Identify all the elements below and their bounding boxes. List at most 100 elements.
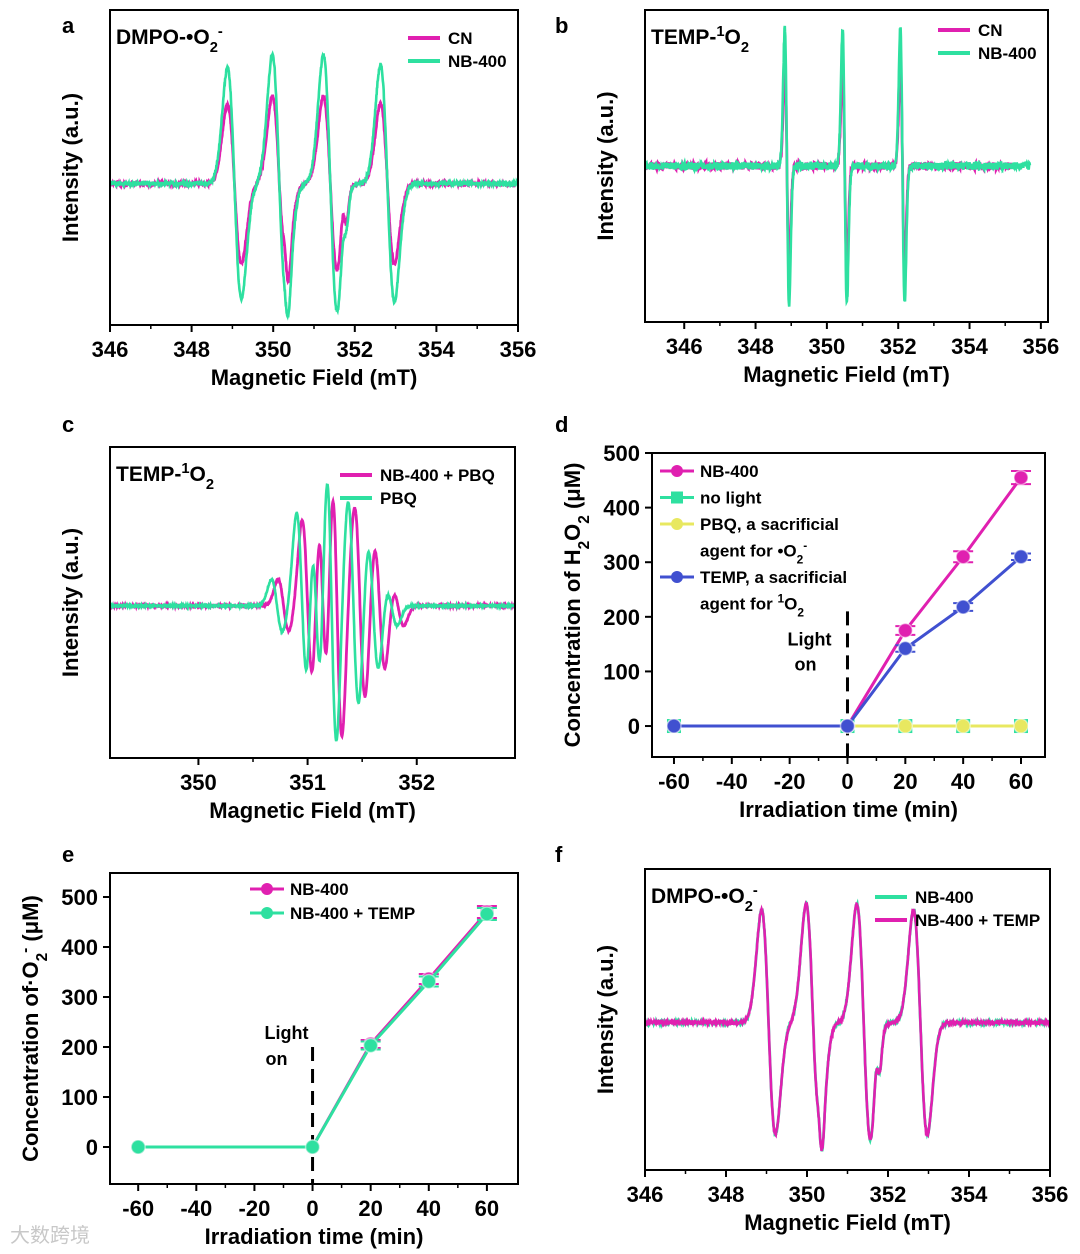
legend-label: NB-400 <box>290 880 349 899</box>
text-segment: 2 <box>576 541 593 550</box>
data-point <box>955 599 971 615</box>
x-tick-label: -40 <box>716 769 748 794</box>
y-tick-label: 100 <box>61 1085 98 1110</box>
panel-letter: c <box>62 412 74 437</box>
spectrum-trace <box>645 898 1050 1152</box>
panel-c: c Magnetic Field (mT) Intensity (a.u.) 350 3… <box>58 412 516 823</box>
x-tick-label: 348 <box>173 337 210 362</box>
x-tick-label: 351 <box>289 770 326 795</box>
x-tick-label: 60 <box>475 1196 499 1221</box>
spectrum-title: TEMP-1O2 <box>651 24 749 56</box>
y-axis-label: Concentration of H2O2 (μM) <box>560 463 593 748</box>
plot-area <box>666 469 1031 757</box>
x-tick-label: 20 <box>893 769 917 794</box>
panel-b: b Magnetic Field (mT) Intensity (a.u.) 346 3… <box>555 9 1059 387</box>
x-tick-label: 352 <box>870 1182 907 1207</box>
legend-label: TEMP, a sacrificial <box>700 568 847 587</box>
legend-label: NB-400 <box>448 52 507 71</box>
panel-e: e Irradiation time (min) Concentration of·… <box>17 842 519 1249</box>
x-tick-label: 348 <box>708 1182 745 1207</box>
x-axis-label: Irradiation time (min) <box>739 797 958 822</box>
y-axis-label: Intensity (a.u.) <box>58 528 83 677</box>
text-segment: DMPO-•O <box>651 885 745 908</box>
legend-label: PBQ, a sacrificial <box>700 515 839 534</box>
plot-area <box>110 483 515 742</box>
plot-frame <box>651 452 1046 758</box>
text-segment: 2 <box>576 515 593 524</box>
legend-label: PBQ <box>380 489 417 508</box>
annotation-on: on <box>794 654 816 674</box>
plot-area <box>645 25 1032 307</box>
plot-frame <box>109 872 519 1185</box>
panel-letter: a <box>62 13 75 38</box>
legend-label: CN <box>978 21 1003 40</box>
spectrum-trace <box>110 483 515 742</box>
text-segment: NB-400 + TEMP <box>290 904 415 923</box>
text-segment: 1 <box>181 461 189 477</box>
x-tick-label: 352 <box>398 770 435 795</box>
panel-letter: e <box>62 842 74 867</box>
spectrum-title: DMPO-•O2- <box>651 883 758 915</box>
legend-label-line2: agent for •O2- <box>700 539 807 567</box>
panel-a: a Magnetic Field (mT) Intensity (a.u.) 346 3… <box>58 9 536 390</box>
text-segment: Concentration of H <box>560 549 585 747</box>
legend-marker <box>261 907 273 919</box>
spectrum-title: DMPO-•O2- <box>116 24 223 56</box>
text-segment: O <box>190 463 206 486</box>
legend-label: CN <box>448 29 473 48</box>
spectrum-title: TEMP-1O2 <box>116 461 214 493</box>
text-segment: - <box>218 24 223 40</box>
legend-label: NB-400 <box>978 44 1037 63</box>
data-point <box>955 718 971 734</box>
legend-label: NB-400 + PBQ <box>380 466 495 485</box>
text-segment: O <box>784 595 797 614</box>
x-tick-label: 356 <box>1032 1182 1069 1207</box>
legend-marker <box>671 491 683 504</box>
plot-frame <box>109 9 519 326</box>
legend-label: NB-400 <box>700 462 759 481</box>
spectrum-trace <box>645 25 1032 307</box>
series-line <box>138 911 489 1149</box>
text-segment: DMPO-•O <box>116 26 210 49</box>
spectrum-trace <box>110 94 518 286</box>
text-segment: no light <box>700 489 762 508</box>
text-segment: O <box>560 524 585 541</box>
x-tick-label: 346 <box>666 334 703 359</box>
legend-label: NB-400 + TEMP <box>290 904 415 923</box>
x-tick-label: 0 <box>306 1196 318 1221</box>
x-tick-label: 352 <box>880 334 917 359</box>
data-point <box>421 973 437 990</box>
text-segment: (μM) <box>560 463 585 516</box>
spectrum-trace <box>645 899 1050 1152</box>
text-segment: agent for •O <box>700 542 797 561</box>
plot-frame <box>644 9 1049 323</box>
data-point <box>479 906 495 922</box>
series-line <box>138 913 489 1149</box>
x-tick-label: 60 <box>1009 769 1033 794</box>
text-segment: NB-400 <box>290 880 349 899</box>
text-segment: TEMP, a sacrificial <box>700 568 847 587</box>
text-segment: 2 <box>741 40 749 56</box>
y-tick-label: 100 <box>603 659 640 684</box>
data-point <box>362 1037 379 1054</box>
panel-letter: f <box>555 842 563 867</box>
x-tick-label: 352 <box>336 337 373 362</box>
text-segment: 2 <box>745 899 753 915</box>
panel-letter: d <box>555 412 568 437</box>
x-axis-label: Magnetic Field (mT) <box>743 362 950 387</box>
text-segment: NB-400 <box>700 462 759 481</box>
legend-marker <box>671 518 683 530</box>
x-axis-label: Magnetic Field (mT) <box>744 1210 951 1235</box>
data-point <box>955 549 971 565</box>
x-tick-label: 350 <box>809 334 846 359</box>
y-axis-label: Concentration of·O2- (μM) <box>17 895 51 1162</box>
legend-marker <box>671 465 683 477</box>
text-segment: - <box>753 883 758 899</box>
x-axis-label: Irradiation time (min) <box>205 1224 424 1249</box>
y-axis-label: Intensity (a.u.) <box>593 91 618 240</box>
data-point <box>666 718 682 734</box>
data-point <box>897 640 914 657</box>
text-segment: (μM) <box>18 895 43 948</box>
text-segment: 1 <box>777 592 784 606</box>
legend-label: NB-400 + TEMP <box>915 911 1040 930</box>
